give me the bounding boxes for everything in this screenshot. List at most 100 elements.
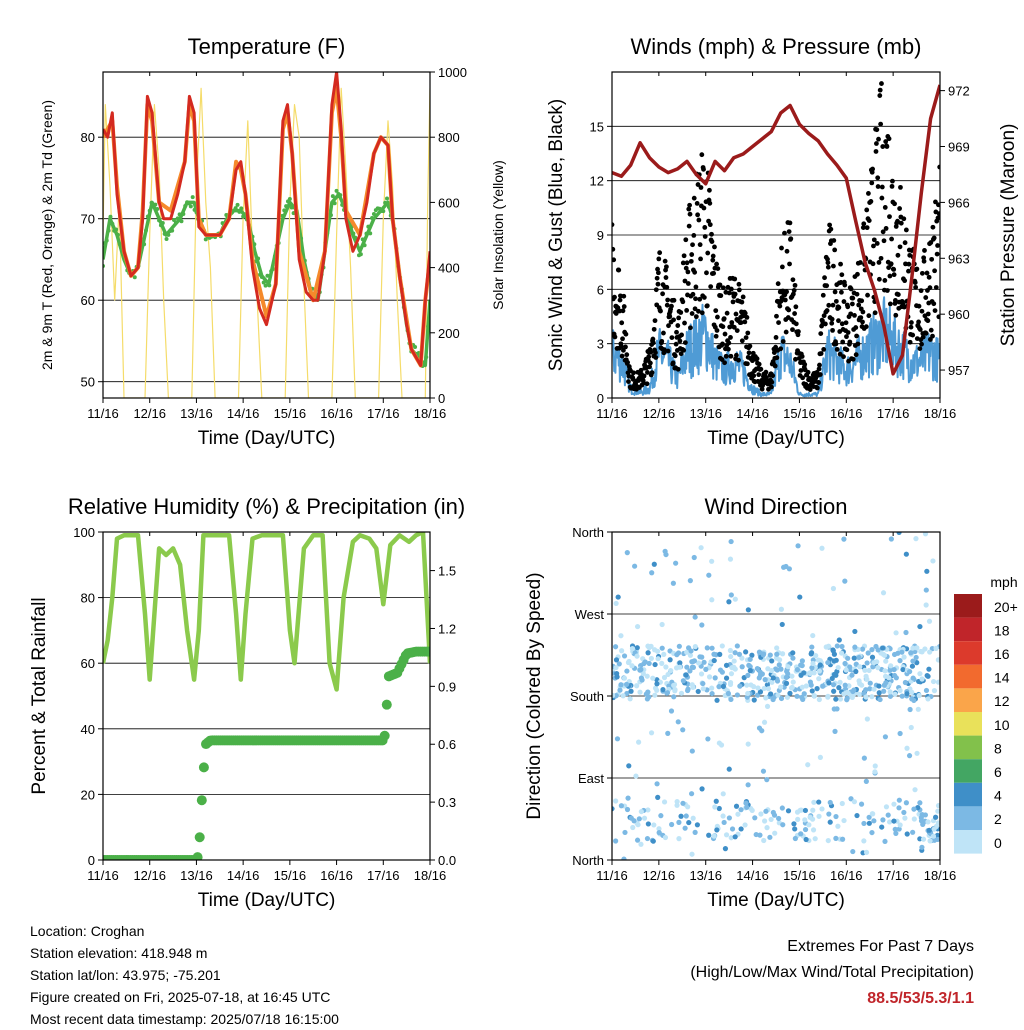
legend-swatch [954,830,982,854]
wind-direction-point [700,686,706,692]
dewpoint-point [104,238,109,243]
gust-point [883,139,889,144]
wind-direction-point [761,685,767,692]
wind-direction-point [778,666,784,672]
gust-point [856,302,862,308]
wind-direction-point [665,730,671,736]
temperature-2m-line [103,72,430,367]
wind-direction-point [646,660,652,667]
wind-direction-point [838,650,845,656]
wind-direction-point [674,652,680,658]
wind-direction-point [764,703,771,709]
wind-direction-point [758,811,764,817]
wind-direction-point [833,813,839,820]
wind-direction-point [927,649,933,655]
wind-direction-point [863,694,869,700]
wind-direction-point [784,694,791,700]
gust-point [821,347,827,352]
wind-direction-point [662,548,668,554]
gust-point [895,218,900,224]
wind-direction-point [907,668,913,675]
dewpoint-point [360,237,365,242]
wind-direction-point [665,671,671,678]
dewpoint-point [330,194,335,199]
gust-point [916,303,922,309]
gust-point [778,346,784,352]
wind-direction-point [671,682,677,689]
gust-point [880,229,886,235]
gust-point [854,333,859,339]
gust-point [657,250,663,256]
wind-direction-point [726,599,732,605]
gust-point [681,253,687,259]
gust-point [793,321,799,327]
wind-direction-point [624,690,630,697]
dewpoint-point [175,216,180,221]
legend-label: 2 [994,811,1002,827]
wind-direction-point [677,660,683,666]
gust-point [855,271,860,277]
gust-point [882,205,888,210]
wind-direction-point [716,684,722,690]
wind-direction-point [913,536,919,542]
wind-direction-point [751,697,757,703]
gust-point [709,231,714,237]
dewpoint-point [340,202,345,207]
wind-direction-point [779,621,785,628]
gust-point [665,297,671,303]
wind-direction-point [728,671,735,677]
wind-direction-point [908,650,914,656]
wind-direction-point [931,826,937,832]
gust-point [677,338,683,344]
y-tick-label: 60 [81,293,95,308]
wind-direction-point [674,799,680,805]
gust-point [646,354,652,360]
dewpoint-point [110,221,115,226]
wind-direction-point [785,664,791,670]
legend-label: 6 [994,764,1002,780]
wind-direction-point [830,682,837,688]
wind-direction-point [808,651,814,657]
wind-direction-point [875,647,881,653]
wind-direction-point [699,786,705,792]
dewpoint-point [145,214,150,219]
gust-point [910,332,916,338]
gust-point [674,329,679,335]
wind-direction-point [883,658,889,664]
gust-point [728,335,733,340]
wind-direction-point [864,716,870,722]
gust-point [795,329,801,334]
wind-direction-point [865,650,871,656]
gust-point [647,364,652,370]
wind-direction-point [869,647,875,653]
gust-point [863,324,869,330]
x-tick-label: 17/16 [877,868,910,883]
gust-point [774,313,779,319]
gust-point [838,261,843,267]
gust-point [723,353,729,359]
gust-point [833,341,839,347]
gust-point [886,136,892,142]
wind-direction-point [744,682,750,688]
wind-direction-point [863,778,869,784]
x-tick-label: 11/16 [596,406,628,421]
dewpoint-point [147,208,152,213]
gust-point [913,284,919,290]
gust-point [683,237,689,243]
wind-direction-point [891,801,897,807]
wind-direction-point [833,696,839,702]
gust-point [682,278,688,284]
dewpoint-point [383,200,388,205]
gust-point [875,175,881,181]
gust-point [653,355,659,360]
y-tick-label: 60 [81,656,95,671]
gust-point [619,320,625,326]
gust-point [880,144,886,149]
gust-point [927,285,933,291]
gust-point [925,311,931,317]
wind-direction-point [667,657,673,663]
wind-direction-point [778,606,785,612]
dewpoint-point [362,243,367,248]
gust-point [930,333,935,339]
wind-direction-point [648,655,654,662]
